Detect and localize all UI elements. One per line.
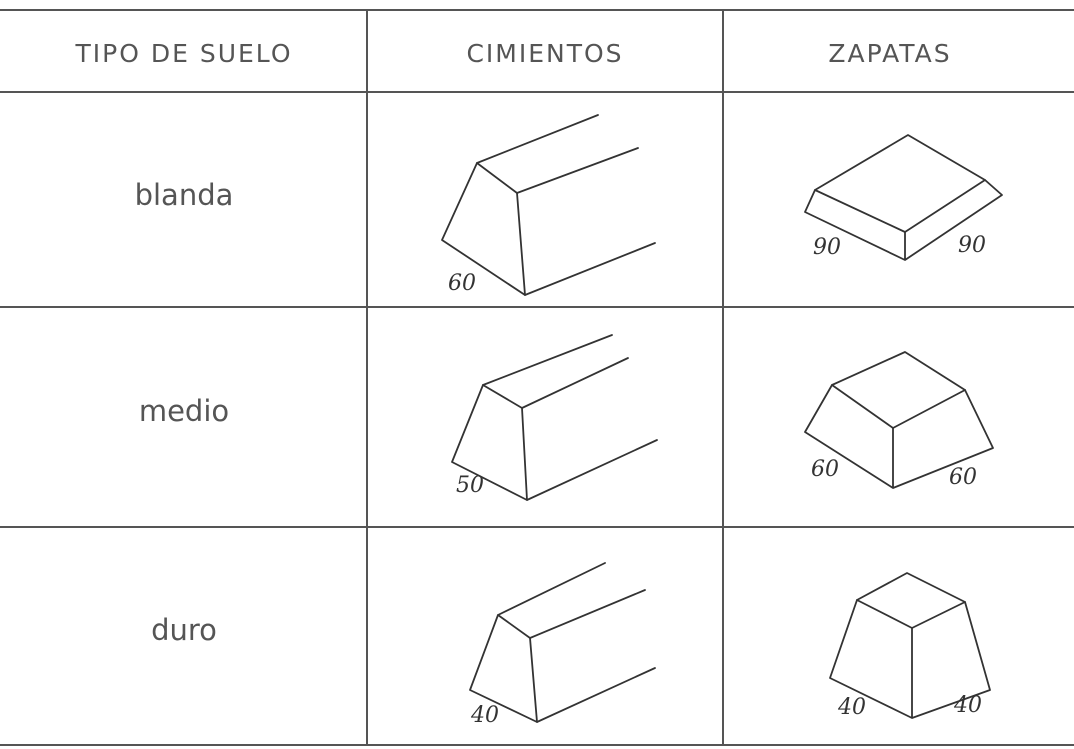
dimension: 90	[813, 235, 841, 260]
dimension: 60	[949, 465, 977, 490]
header-cell: CIMIENTOS	[466, 39, 623, 68]
header-cell: ZAPATAS	[828, 39, 951, 68]
zapata-sketch	[829, 572, 991, 719]
dimension: 60	[811, 457, 839, 482]
row-label: medio	[139, 394, 229, 428]
cimiento-sketch	[469, 562, 656, 723]
header-cell: TIPO DE SUELO	[74, 39, 292, 68]
dimension: 50	[456, 473, 484, 498]
cimiento-sketch	[451, 334, 658, 501]
dimension: 90	[958, 233, 986, 258]
row-label: blanda	[135, 178, 234, 212]
dimension: 40	[837, 695, 866, 720]
zapata-sketch	[804, 134, 1003, 261]
row-label: duro	[151, 613, 217, 647]
dimension: 60	[448, 271, 476, 296]
dimension: 40	[470, 703, 499, 728]
cimiento-sketch	[441, 114, 656, 296]
dimension: 40	[953, 693, 982, 718]
zapata-sketch	[804, 351, 994, 489]
